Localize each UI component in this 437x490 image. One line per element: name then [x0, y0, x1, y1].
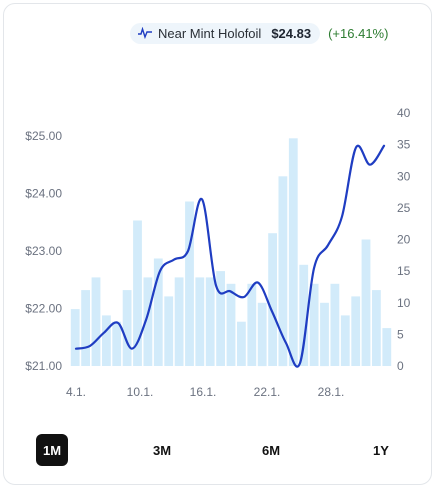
volume-bar [247, 283, 257, 366]
volume-bar [164, 296, 174, 366]
volume-bar [320, 302, 329, 367]
volume-bar [340, 315, 350, 366]
volume-bar [153, 258, 163, 366]
volume-bars [70, 138, 392, 367]
range-button-6m[interactable]: 6M [261, 442, 281, 458]
volume-bar [174, 277, 184, 366]
volume-bar [278, 176, 288, 367]
right-tick-label: 30 [397, 169, 411, 183]
volume-bar [226, 283, 236, 366]
pulse-icon [138, 27, 152, 39]
right-tick-label: 20 [397, 233, 411, 247]
right-tick-label: 25 [397, 201, 411, 215]
right-tick-label: 10 [397, 296, 411, 310]
volume-bar [299, 264, 309, 366]
left-tick-label: $23.00 [25, 244, 62, 258]
volume-bar [288, 138, 298, 366]
legend-price: $24.83 [271, 25, 312, 41]
left-tick-label: $22.00 [25, 302, 62, 316]
volume-bar [268, 233, 277, 366]
price-line [74, 144, 386, 368]
volume-bar [330, 283, 340, 366]
volume-bar [309, 283, 319, 366]
volume-bar [122, 290, 132, 366]
volume-bar [361, 239, 371, 366]
x-axis: 4.1. 10.1. 16.1. 22.1. 28.1. [66, 385, 344, 399]
range-button-1y[interactable]: 1Y [373, 442, 389, 458]
right-tick-label: 40 [397, 106, 411, 120]
volume-bar [143, 277, 153, 366]
volume-bar [112, 321, 122, 366]
volume-bar [351, 296, 361, 366]
volume-bar [257, 302, 267, 367]
x-tick-label: 22.1. [254, 385, 281, 399]
x-tick-label: 4.1. [66, 385, 86, 399]
volume-bar [185, 201, 194, 366]
right-tick-label: 35 [397, 138, 411, 152]
volume-bar [195, 277, 205, 366]
volume-bar [237, 321, 246, 366]
volume-bar [91, 277, 101, 366]
left-axis: $21.00 $22.00 $23.00 $24.00 $25.00 [25, 129, 62, 373]
volume-bar [205, 277, 215, 366]
volume-bar [70, 309, 80, 366]
right-tick-label: 5 [397, 327, 404, 341]
x-tick-label: 16.1. [190, 385, 217, 399]
price-change: (+16.41%) [328, 25, 389, 41]
volume-bar [372, 290, 381, 366]
legend-label: Near Mint Holofoil [158, 25, 262, 41]
right-tick-label: 15 [397, 264, 411, 278]
chart-card [3, 3, 432, 485]
right-axis: 0 5 10 15 20 25 30 35 40 [397, 106, 411, 373]
range-button-1m[interactable]: 1M [36, 434, 68, 466]
legend-item-near-mint-holofoil[interactable]: Near Mint Holofoil $24.83 [130, 22, 321, 44]
right-tick-label: 0 [397, 359, 404, 373]
volume-bar [102, 315, 111, 366]
legend: Near Mint Holofoil $24.83 (+16.41%) [130, 21, 388, 45]
price-chart: $21.00 $22.00 $23.00 $24.00 $25.00 0 5 10 15 20 2… [25, 106, 411, 399]
x-tick-label: 28.1. [318, 385, 345, 399]
x-tick-label: 10.1. [127, 385, 154, 399]
left-tick-label: $25.00 [25, 129, 62, 143]
range-selector: 1M 3M 6M 1Y [0, 434, 437, 468]
range-button-3m[interactable]: 3M [152, 442, 172, 458]
volume-bar [133, 220, 142, 366]
volume-bar [81, 290, 90, 366]
left-tick-label: $24.00 [25, 187, 62, 201]
volume-bar [382, 328, 392, 366]
left-tick-label: $21.00 [25, 359, 62, 373]
volume-bar [216, 271, 225, 366]
